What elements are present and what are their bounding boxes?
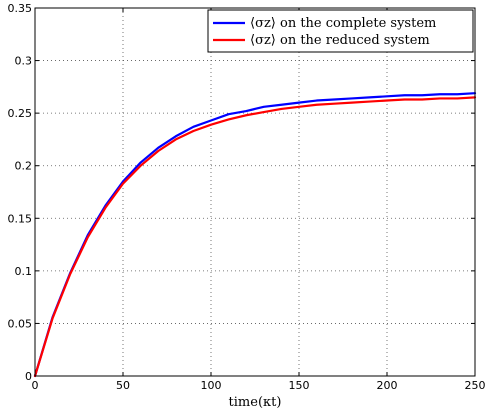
legend-label-1: ⟨σz⟩ on the complete system (250, 16, 436, 31)
ticks: 0 50 100 150 200 250 0 0.05 0.1 0.15 0.2 0.25 0.3 0.3… (8, 2, 485, 392)
series-line-1 (33, 92, 477, 378)
series-line-2 (33, 96, 477, 378)
legend-box (207, 9, 474, 53)
plot-area (35, 8, 475, 376)
x-tick-label: 200 (377, 379, 398, 392)
x-tick-label: 100 (201, 379, 222, 392)
legend-label-2: ⟨σz⟩ on the reduced system (250, 33, 430, 48)
x-tick-label: 0 (32, 379, 39, 392)
x-tick-label: 50 (116, 379, 130, 392)
series-layer (33, 92, 477, 378)
grid (35, 8, 475, 376)
y-tick-label: 0.1 (15, 265, 33, 278)
x-tick-label: 250 (465, 379, 485, 392)
y-tick-label: 0.35 (8, 2, 33, 15)
y-tick-label: 0.05 (8, 317, 33, 330)
legend: ⟨σz⟩ on the complete system ⟨σz⟩ on the r… (207, 9, 474, 53)
y-tick-label: 0.3 (15, 55, 33, 68)
y-tick-label: 0.15 (8, 212, 33, 225)
x-axis-title: time(κt) (229, 395, 282, 410)
y-tick-label: 0 (25, 370, 32, 383)
y-tick-label: 0.25 (8, 107, 33, 120)
y-tick-label: 0.2 (15, 160, 33, 173)
axes-frame (34, 7, 476, 377)
x-tick-label: 150 (289, 379, 310, 392)
